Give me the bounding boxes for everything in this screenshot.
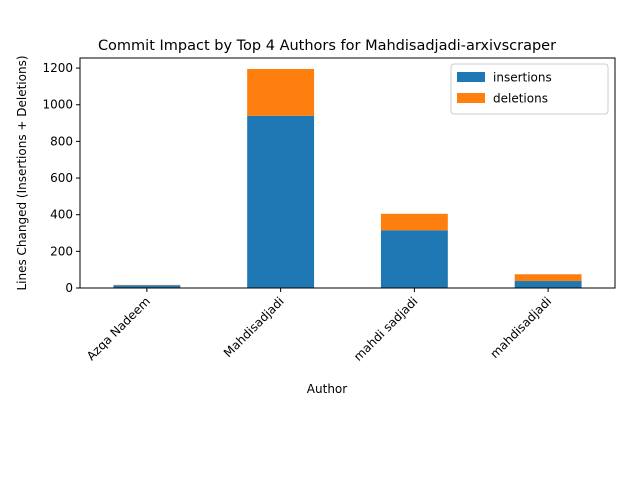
- legend-swatch-insertions: [457, 72, 485, 82]
- bar-insertions-1: [247, 115, 315, 288]
- x-axis-ticks: Azqa Nadeem Mahdisadjadi mahdi sadjadi mahd…: [84, 288, 554, 364]
- bars-group: [113, 68, 582, 288]
- y-tick-label: 1000: [42, 98, 73, 112]
- y-axis-label: Lines Changed (Insertions + Deletions): [15, 55, 29, 290]
- legend-box: [450, 63, 609, 115]
- bar-deletions-2: [380, 213, 448, 231]
- y-tick-label: 600: [50, 171, 73, 185]
- bar-deletions-3: [514, 274, 582, 282]
- y-tick-label: 800: [50, 134, 73, 148]
- bar-deletions-1: [247, 68, 315, 116]
- bar-insertions-3: [514, 281, 582, 288]
- plot-frame: [79, 57, 616, 289]
- y-tick-label: 1200: [42, 61, 73, 75]
- bar-insertions-0: [113, 285, 181, 288]
- y-tick-label: 400: [50, 208, 73, 222]
- x-tick-label: Azqa Nadeem: [84, 294, 153, 363]
- legend-label-deletions: deletions: [493, 92, 548, 106]
- legend-label-insertions: insertions: [493, 71, 552, 85]
- x-tick-label: mahdi sadjadi: [351, 294, 420, 363]
- bar-insertions-2: [380, 230, 448, 288]
- y-tick-label: 0: [65, 281, 73, 295]
- chart-title: Commit Impact by Top 4 Authors for Mahdi…: [98, 38, 556, 54]
- x-tick-label: Mahdisadjadi: [221, 294, 287, 360]
- legend: insertions deletions: [450, 63, 609, 115]
- y-tick-label: 200: [50, 244, 73, 258]
- legend-swatch-deletions: [457, 93, 485, 103]
- x-tick-label: mahdisadjadi: [487, 294, 554, 361]
- y-axis-ticks: 0 200 400 600 800 1000 1200: [42, 61, 80, 295]
- x-axis-label: Author: [307, 382, 347, 396]
